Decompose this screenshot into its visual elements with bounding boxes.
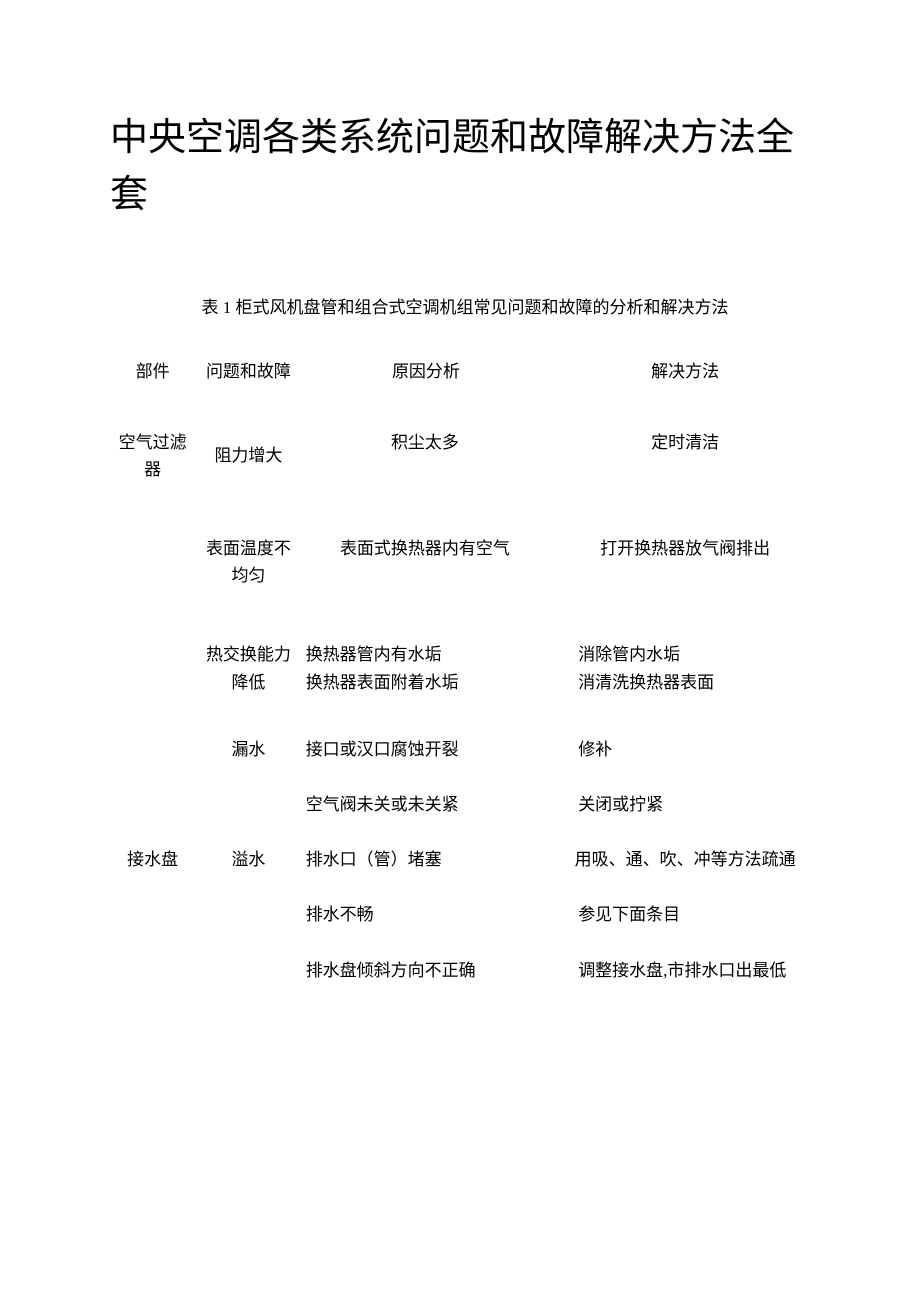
troubleshooting-table: 部件 问题和故障 原因分析 解决方法 空气过滤器 阻力增大 积尘太多 定时清洁 … bbox=[110, 351, 820, 998]
cell-part: 接水盘 bbox=[110, 832, 195, 887]
table-row: 漏水 接口或汉口腐蚀开裂 修补 bbox=[110, 722, 820, 777]
cell-cause: 积尘太多 bbox=[302, 403, 551, 509]
cell-solution: 调整接水盘,市排水口出最低 bbox=[550, 943, 820, 998]
cell-issue bbox=[195, 777, 302, 832]
cell-solution: 打开换热器放气阀排出 bbox=[550, 509, 820, 615]
table-row: 接水盘 溢水 排水口（管）堵塞 用吸、通、吹、冲等方法疏通 bbox=[110, 832, 820, 887]
table-row: 表面温度不均匀 表面式换热器内有空气 打开换热器放气阀排出 bbox=[110, 509, 820, 615]
col-header-issue: 问题和故障 bbox=[195, 351, 302, 403]
cell-issue bbox=[195, 887, 302, 942]
table-row: 排水不畅 参见下面条目 bbox=[110, 887, 820, 942]
cell-cause-line: 换热器表面附着水垢 bbox=[306, 669, 545, 696]
cell-issue: 热交换能力降低 bbox=[195, 615, 302, 721]
cell-cause: 空气阀未关或未关紧 bbox=[302, 777, 551, 832]
cell-issue: 溢水 bbox=[195, 832, 302, 887]
col-header-part: 部件 bbox=[110, 351, 195, 403]
cell-cause: 接口或汉口腐蚀开裂 bbox=[302, 722, 551, 777]
cell-solution-line: 消除管内水垢 bbox=[578, 641, 814, 668]
cell-cause: 排水盘倾斜方向不正确 bbox=[302, 943, 551, 998]
table-header-row: 部件 问题和故障 原因分析 解决方法 bbox=[110, 351, 820, 403]
cell-part bbox=[110, 777, 195, 832]
cell-issue bbox=[195, 943, 302, 998]
cell-part bbox=[110, 887, 195, 942]
cell-cause: 排水口（管）堵塞 bbox=[302, 832, 551, 887]
cell-part bbox=[110, 943, 195, 998]
cell-part bbox=[110, 722, 195, 777]
cell-solution: 修补 bbox=[550, 722, 820, 777]
cell-solution: 定时清洁 bbox=[550, 403, 820, 509]
col-header-solution: 解决方法 bbox=[550, 351, 820, 403]
col-header-cause: 原因分析 bbox=[302, 351, 551, 403]
page-title: 中央空调各类系统问题和故障解决方法全套 bbox=[110, 110, 820, 224]
cell-issue: 漏水 bbox=[195, 722, 302, 777]
cell-part: 空气过滤器 bbox=[110, 403, 195, 509]
cell-part bbox=[110, 509, 195, 615]
table-row: 空气阀未关或未关紧 关闭或拧紧 bbox=[110, 777, 820, 832]
cell-issue: 阻力增大 bbox=[195, 403, 302, 509]
cell-part bbox=[110, 615, 195, 721]
table-caption: 表 1 柜式风机盘管和组合式空调机组常见问题和故障的分析和解决方法 bbox=[110, 294, 820, 321]
cell-cause: 排水不畅 bbox=[302, 887, 551, 942]
cell-cause-line: 换热器管内有水垢 bbox=[306, 641, 545, 668]
cell-solution: 关闭或拧紧 bbox=[550, 777, 820, 832]
cell-solution: 消除管内水垢 消清洗换热器表面 bbox=[550, 615, 820, 721]
cell-issue: 表面温度不均匀 bbox=[195, 509, 302, 615]
table-row: 热交换能力降低 换热器管内有水垢 换热器表面附着水垢 消除管内水垢 消清洗换热器… bbox=[110, 615, 820, 721]
table-row: 空气过滤器 阻力增大 积尘太多 定时清洁 bbox=[110, 403, 820, 509]
cell-cause: 换热器管内有水垢 换热器表面附着水垢 bbox=[302, 615, 551, 721]
cell-cause: 表面式换热器内有空气 bbox=[302, 509, 551, 615]
cell-solution: 用吸、通、吹、冲等方法疏通 bbox=[550, 832, 820, 887]
cell-solution-line: 消清洗换热器表面 bbox=[578, 669, 814, 696]
cell-solution: 参见下面条目 bbox=[550, 887, 820, 942]
table-row: 排水盘倾斜方向不正确 调整接水盘,市排水口出最低 bbox=[110, 943, 820, 998]
